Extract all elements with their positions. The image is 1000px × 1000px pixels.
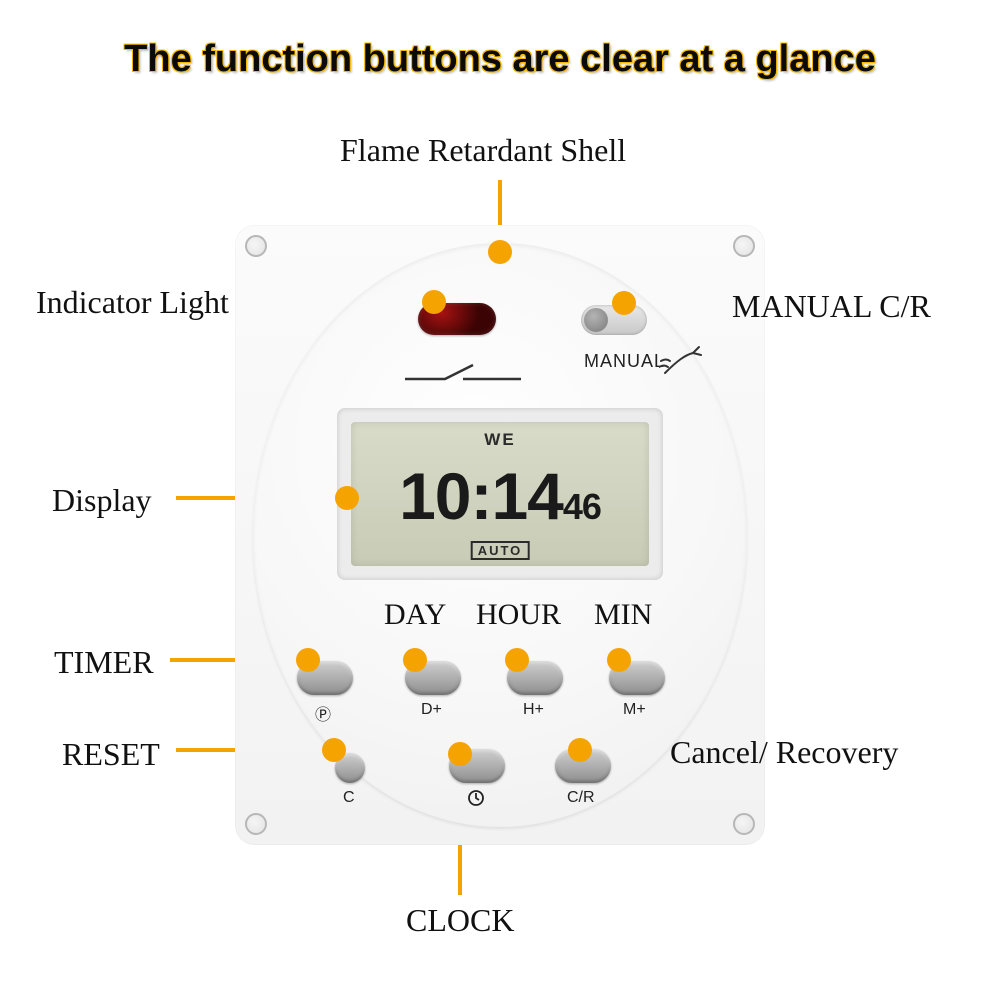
callout-indicator: Indicator Light [36,284,229,321]
mount-hole-icon [245,235,267,257]
callout-dot-timer [296,648,320,672]
lcd-ss: 46 [563,486,601,527]
mount-hole-icon [733,235,755,257]
callout-dot-min [607,648,631,672]
timer-sub-label: Ⓟ [315,701,331,725]
callout-timer: TIMER [54,644,154,681]
lcd-mode: AUTO [471,541,530,560]
reset-sub-label: C [343,789,355,807]
callout-cancel: Cancel/ Recovery [670,734,898,771]
callout-hour: HOUR [476,598,561,632]
callout-reset: RESET [62,736,160,773]
contact-symbol-icon [403,361,523,383]
callout-clock: CLOCK [406,902,514,939]
callout-dot-hour [505,648,529,672]
hand-press-icon [659,341,719,381]
callout-dot-day [403,648,427,672]
mount-hole-icon [245,813,267,835]
manual-switch-knob-icon [584,308,608,332]
day-sub-label: D+ [421,701,442,719]
callout-dot-manual [612,291,636,315]
callout-dot-reset [322,738,346,762]
callout-min: MIN [594,598,652,632]
hour-sub-label: H+ [523,701,544,719]
callout-day: DAY [384,598,446,632]
callout-shell: Flame Retardant Shell [340,132,626,169]
clock-sub-icon [467,789,485,807]
callout-dot-clock [448,742,472,766]
manual-print-label: MANUAL [584,351,665,372]
cr-sub-label: C/R [567,789,595,807]
callout-display: Display [52,482,152,519]
lcd-time: 10:1446 [351,458,649,534]
callout-dot-display [335,486,359,510]
callout-dot-cancel [568,738,592,762]
lcd-hh: 10 [399,459,470,533]
mount-hole-icon [733,813,755,835]
callout-manual-cr: MANUAL C/R [732,288,931,325]
lcd-display: WE 10:1446 AUTO [351,422,649,566]
min-sub-label: M+ [623,701,646,719]
lcd-day: WE [484,430,515,450]
page-title: The function buttons are clear at a glan… [124,38,876,81]
callout-dot-indicator [422,290,446,314]
lcd-frame: WE 10:1446 AUTO [337,408,663,580]
lcd-mm: 14 [491,459,562,533]
callout-dot-shell [488,240,512,264]
